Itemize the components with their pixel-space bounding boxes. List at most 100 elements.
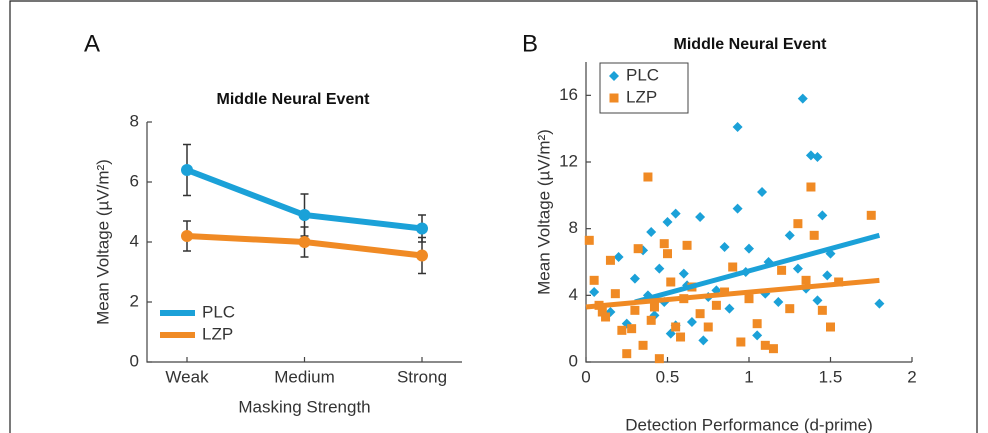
point xyxy=(812,152,823,162)
point xyxy=(416,222,428,235)
fit-line xyxy=(634,232,881,305)
point xyxy=(797,93,808,104)
x-tick-label: 0.5 xyxy=(656,367,680,386)
point xyxy=(793,219,803,229)
point xyxy=(724,303,735,314)
panel-label: A xyxy=(84,30,100,57)
point xyxy=(630,305,640,315)
point xyxy=(671,322,681,332)
point xyxy=(682,240,692,250)
x-tick-label: 2 xyxy=(907,367,916,386)
point xyxy=(638,340,648,350)
point xyxy=(662,217,673,227)
legend-box xyxy=(599,62,689,114)
point xyxy=(744,243,754,254)
point xyxy=(633,244,643,254)
point xyxy=(822,270,833,281)
point xyxy=(711,300,721,310)
point xyxy=(601,312,611,322)
x-axis-label: Masking Strength xyxy=(238,397,370,416)
point xyxy=(654,354,664,364)
point xyxy=(806,182,816,192)
point xyxy=(605,255,615,265)
point xyxy=(686,317,697,327)
x-tick-label: 1.5 xyxy=(819,367,843,386)
point xyxy=(792,263,803,274)
y-tick-label: 4 xyxy=(569,285,578,304)
y-axis-label: Mean Voltage (µV/m²) xyxy=(93,159,112,325)
point xyxy=(784,230,795,241)
point xyxy=(777,265,787,275)
point xyxy=(589,275,599,285)
point xyxy=(817,210,828,221)
point xyxy=(695,309,705,319)
point xyxy=(703,322,713,332)
point xyxy=(698,335,709,346)
point xyxy=(732,203,743,214)
point xyxy=(809,230,819,240)
point xyxy=(719,242,730,252)
point xyxy=(785,304,795,314)
point xyxy=(298,209,311,221)
y-tick-label: 2 xyxy=(130,291,139,310)
point xyxy=(874,298,885,309)
point xyxy=(752,330,763,341)
point xyxy=(768,344,778,354)
point xyxy=(584,235,594,245)
y-tick-label: 0 xyxy=(569,351,578,370)
legend-swatch xyxy=(609,71,619,81)
point xyxy=(812,295,823,306)
frame xyxy=(9,0,978,433)
point xyxy=(610,289,620,299)
point xyxy=(732,122,743,132)
point xyxy=(613,252,624,262)
point xyxy=(801,275,811,285)
point xyxy=(617,325,627,335)
point xyxy=(866,210,876,220)
point xyxy=(649,302,659,312)
x-axis-label: Detection Performance (d-prime) xyxy=(625,415,873,433)
y-axis-label: Mean Voltage (µV/m²) xyxy=(534,129,553,295)
y-tick-label: 8 xyxy=(569,218,578,237)
chart-title: Middle Neural Event xyxy=(217,91,371,108)
point xyxy=(646,315,656,325)
legend-label: PLC xyxy=(202,302,235,321)
x-tick-label: Medium xyxy=(274,367,334,386)
point xyxy=(181,230,193,242)
legend-label: LZP xyxy=(626,87,657,106)
x-tick-label: Weak xyxy=(165,367,209,386)
point xyxy=(589,287,600,297)
point xyxy=(666,277,676,287)
fit-line xyxy=(585,277,880,310)
point xyxy=(298,236,311,248)
point xyxy=(643,172,653,182)
point xyxy=(752,319,762,329)
y-tick-label: 12 xyxy=(559,151,578,170)
point xyxy=(627,324,637,334)
y-tick-label: 8 xyxy=(130,111,139,130)
legend-label: PLC xyxy=(626,65,659,84)
point xyxy=(744,294,754,304)
point xyxy=(678,268,689,279)
panel-label: B xyxy=(522,30,538,57)
legend-swatch xyxy=(609,93,619,103)
point xyxy=(416,249,428,262)
point xyxy=(736,337,746,347)
x-tick-label: 1 xyxy=(744,367,753,386)
x-tick-label: 0 xyxy=(581,367,590,386)
y-tick-label: 6 xyxy=(130,171,139,190)
point xyxy=(773,297,784,307)
point xyxy=(181,164,193,176)
point xyxy=(597,307,607,317)
point xyxy=(622,349,632,359)
point xyxy=(676,332,686,342)
point xyxy=(659,239,669,249)
point xyxy=(817,305,827,315)
point xyxy=(728,262,738,272)
point xyxy=(695,212,706,222)
point xyxy=(760,340,770,350)
point xyxy=(757,187,768,197)
y-tick-label: 4 xyxy=(130,231,139,250)
y-tick-label: 16 xyxy=(559,85,578,104)
